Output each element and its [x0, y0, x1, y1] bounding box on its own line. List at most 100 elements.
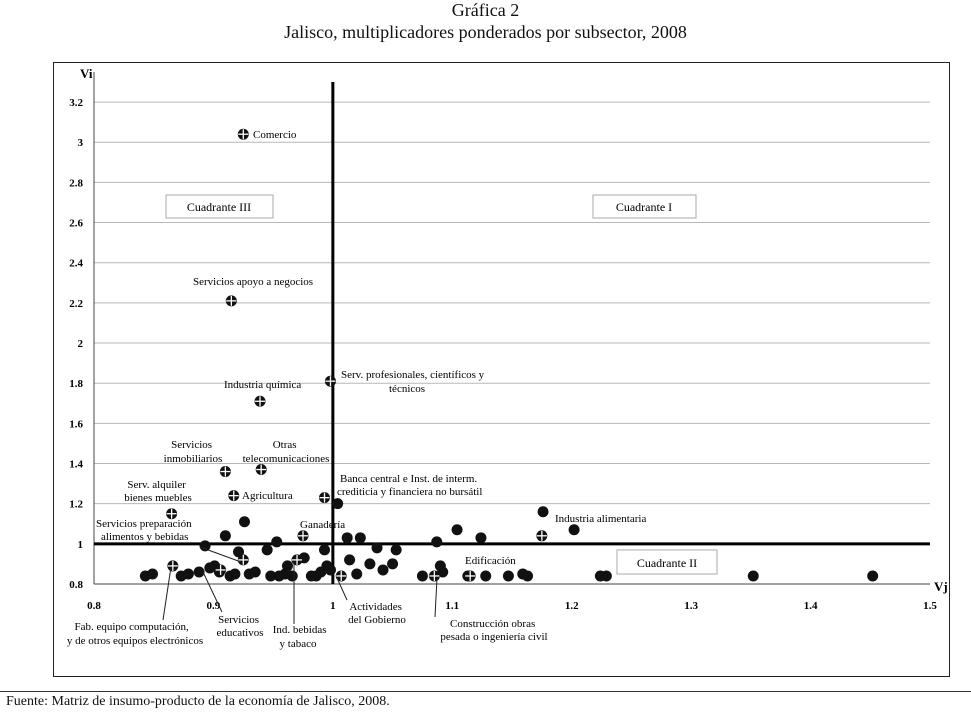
data-point: [377, 564, 389, 576]
y-tick-label: 3.2: [69, 97, 83, 109]
y-tick-label: 0.8: [69, 579, 83, 591]
data-point: [182, 568, 194, 580]
y-tick-label: 2.4: [69, 258, 83, 270]
quadrant-box-I: [592, 194, 697, 219]
labeled-data-point: [237, 554, 249, 566]
label-servicios-educativos: Servicios educativos: [216, 614, 263, 639]
figure-number: Gráfica 2: [451, 0, 520, 20]
label-banca-central: Banca central e Inst. de interm. crediti…: [337, 473, 482, 498]
data-point: [451, 524, 463, 536]
label-industria-alimentaria: Industria alimentaria: [555, 513, 646, 525]
data-point: [431, 536, 443, 548]
label-leader-line: [199, 546, 242, 563]
x-axis-label: Vj: [934, 579, 948, 594]
data-point: [600, 570, 612, 582]
label-servicios-inmobiliarios: Servicios inmobiliarios: [164, 439, 223, 465]
label-ganaderia: Ganadería: [300, 519, 345, 531]
data-point: [341, 532, 353, 544]
y-tick-label: 2.6: [69, 218, 83, 230]
data-point: [281, 560, 293, 572]
x-tick-label: 1: [330, 600, 336, 612]
labeled-data-point: [228, 490, 240, 502]
quadrant-label-III: Cuadrante III: [187, 200, 251, 214]
data-point: [364, 558, 376, 570]
data-point: [480, 570, 492, 582]
quadrant-label-II: Cuadrante II: [637, 556, 697, 570]
label-serv-alquiler: Serv. alquiler bienes muebles: [124, 479, 192, 504]
data-point: [238, 516, 250, 528]
y-tick-label: 2.2: [69, 298, 83, 310]
data-point: [371, 542, 383, 554]
labeled-data-point: [324, 375, 336, 387]
quadrant-box-II: [616, 549, 718, 575]
y-tick-label: 2.8: [69, 177, 83, 189]
data-point: [199, 540, 211, 552]
data-point: [351, 568, 363, 580]
data-point: [324, 564, 336, 576]
data-point: [747, 570, 759, 582]
chart-title: Jalisco, multiplicadores ponderados por …: [284, 22, 687, 42]
label-servicios-apoyo: Servicios apoyo a negocios: [193, 276, 313, 288]
data-point: [867, 570, 879, 582]
label-servicios-preparacion: Servicios preparación alimentos y bebida…: [96, 518, 194, 543]
x-tick-label: 1.5: [923, 600, 937, 612]
labeled-data-point: [428, 570, 440, 582]
source-divider: [0, 691, 971, 692]
label-ind-bebidas: Ind. bebidas y tabaco: [273, 624, 330, 650]
data-point: [522, 570, 534, 582]
labeled-data-point: [255, 464, 267, 476]
label-agricultura: Agricultura: [242, 490, 293, 502]
data-point: [387, 558, 399, 570]
quadrant-label-I: Cuadrante I: [616, 200, 672, 214]
labeled-data-point: [219, 466, 231, 478]
label-fab-equipo: Fab. equipo computación, y de otros equi…: [67, 621, 203, 647]
label-edificacion: Edificación: [465, 555, 516, 567]
data-point: [537, 506, 549, 518]
chart-frame: [53, 62, 950, 677]
quadrant-box-III: [165, 194, 274, 219]
data-point: [286, 570, 298, 582]
data-point: [502, 570, 514, 582]
x-tick-label: 0.8: [87, 600, 101, 612]
label-industria-quimica: Industria química: [224, 379, 301, 391]
labeled-data-point: [297, 530, 309, 542]
y-tick-label: 1.6: [69, 418, 83, 430]
x-tick-label: 1.2: [565, 600, 579, 612]
data-point: [416, 570, 428, 582]
label-actividades-gobierno: Actividades del Gobierno: [348, 601, 406, 626]
y-tick-label: 1.8: [69, 378, 83, 390]
labeled-data-point: [215, 564, 227, 576]
y-tick-label: 1.4: [69, 459, 83, 471]
data-point: [219, 530, 231, 542]
x-tick-label: 1.1: [445, 600, 459, 612]
data-point: [568, 524, 580, 536]
label-comercio: Comercio: [253, 129, 297, 141]
labeled-data-point: [464, 570, 476, 582]
labeled-data-point: [291, 554, 303, 566]
data-point: [147, 568, 159, 580]
label-leader-line: [162, 566, 172, 621]
y-tick-label: 2: [78, 338, 84, 350]
x-tick-label: 1.3: [684, 600, 698, 612]
labeled-data-point: [318, 492, 330, 504]
data-point: [332, 498, 344, 510]
y-tick-label: 1.2: [69, 499, 83, 511]
label-leader-line: [434, 577, 438, 618]
labeled-data-point: [237, 128, 249, 140]
label-otras-telecom: Otras telecomunicaciones: [243, 439, 330, 465]
labeled-data-point: [335, 570, 347, 582]
data-point: [271, 536, 283, 548]
labeled-data-point: [166, 508, 178, 520]
data-point: [229, 568, 241, 580]
data-point: [193, 566, 205, 578]
label-leader-line: [336, 577, 348, 601]
labeled-data-point: [536, 530, 548, 542]
data-point: [249, 566, 261, 578]
label-serv-profesionales: Serv. profesionales, científicos y técni…: [341, 369, 487, 395]
source-note: Fuente: Matriz de insumo-producto de la …: [6, 694, 390, 709]
data-point: [265, 570, 277, 582]
x-tick-label: 1.4: [804, 600, 818, 612]
y-tick-label: 3: [78, 137, 84, 149]
data-point: [437, 566, 449, 578]
